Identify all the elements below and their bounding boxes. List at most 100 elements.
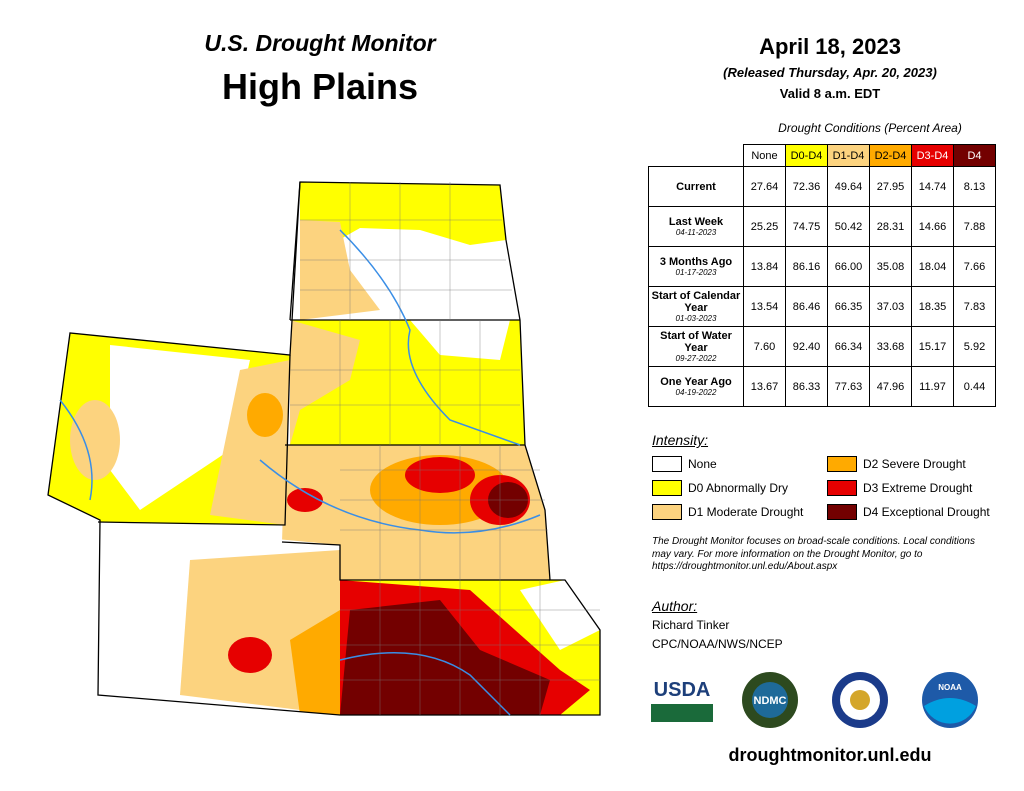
map-shape <box>228 637 272 673</box>
table-cell: 13.84 <box>743 246 786 287</box>
map-shape <box>290 182 600 715</box>
map-shape <box>651 704 713 722</box>
map-shape <box>410 320 510 360</box>
table-cell: 72.36 <box>785 166 828 207</box>
table-cell: 74.75 <box>785 206 828 247</box>
logo-text: USDA <box>654 679 711 701</box>
map-shape <box>70 400 120 480</box>
table-cell: 25.25 <box>743 206 786 247</box>
logo-text: NOAA <box>938 683 962 692</box>
table-cell: 66.00 <box>827 246 870 287</box>
legend-swatch <box>827 480 857 496</box>
note: The Drought Monitor focuses on broad-sca… <box>652 536 975 572</box>
table-row: Last Week 04-11-2023 25.25 74.75 50.42 28.31 1… <box>648 206 996 247</box>
table-cell: 35.08 <box>869 246 912 287</box>
table-cell: 47.96 <box>869 366 912 407</box>
table-cell: 77.63 <box>827 366 870 407</box>
subtitle: U.S. Drought Monitor <box>204 30 436 56</box>
table-cell: 8.13 <box>953 166 996 207</box>
map-shape <box>290 610 340 715</box>
map-shape <box>850 690 870 710</box>
table-cell: 13.54 <box>743 286 786 327</box>
table-cell: 15.17 <box>911 326 954 367</box>
corner <box>649 145 744 167</box>
legend-label: D2 Severe Drought <box>863 457 966 471</box>
row-name: 3 Months Ago <box>659 256 733 268</box>
row-name: One Year Ago <box>660 376 732 388</box>
table-cell: 13.67 <box>743 366 786 407</box>
table-row: Start of Water Year 09-27-2022 7.60 92.40 66… <box>648 326 996 367</box>
map-shape <box>110 345 250 510</box>
table-row: Start of Calendar Year 01-03-2023 13.54 86.… <box>648 286 996 327</box>
valid-time: Valid 8 a.m. EDT <box>779 86 881 101</box>
row-date: 04-11-2023 <box>675 228 717 237</box>
table-row: Current 27.64 72.36 49.64 27.95 14.74 8.13 <box>648 166 996 207</box>
column-header: None <box>743 144 786 167</box>
legend-label: D3 Extreme Drought <box>863 481 973 495</box>
column-header: D1-D4 <box>827 144 870 167</box>
map-shape <box>247 393 283 437</box>
table-cell: 0.44 <box>953 366 996 407</box>
legend-swatch <box>652 456 682 472</box>
map-shape <box>752 682 788 718</box>
legend-label: None <box>688 457 717 471</box>
row-date: 01-17-2023 <box>675 268 717 277</box>
row-name: Start of Water Year <box>660 330 732 354</box>
legend-label: D0 Abnormally Dry <box>688 481 789 495</box>
table-row: 3 Months Ago 01-17-2023 13.84 86.16 66.00 35.… <box>648 246 996 287</box>
map-shape <box>339 229 521 446</box>
header-row: None D0-D4 D1-D4 D2-D4 D3-D4 D4 <box>649 144 996 167</box>
legend-swatch <box>827 456 857 472</box>
row-label: One Year Ago 04-19-2022 <box>648 366 744 407</box>
author-name: Richard Tinker <box>652 618 730 632</box>
table-cell: 28.31 <box>869 206 912 247</box>
map-shape <box>48 182 600 715</box>
table-cell: 7.60 <box>743 326 786 367</box>
table-caption: Drought Conditions (Percent Area) <box>778 121 962 135</box>
map-shape <box>340 445 548 580</box>
table-cell: 18.04 <box>911 246 954 287</box>
map-shape <box>339 652 511 716</box>
row-date: 09-27-2022 <box>675 354 717 363</box>
table-cell: 27.64 <box>743 166 786 207</box>
table-cell: 27.95 <box>869 166 912 207</box>
row-label: Start of Calendar Year 01-03-2023 <box>648 286 744 327</box>
table-cell: 7.88 <box>953 206 996 247</box>
map <box>47 181 601 716</box>
table-cell: 49.64 <box>827 166 870 207</box>
table-cell: 86.33 <box>785 366 828 407</box>
table-cell: 37.03 <box>869 286 912 327</box>
legend-swatch <box>652 480 682 496</box>
table-cell: 92.40 <box>785 326 828 367</box>
map-shape <box>300 220 380 320</box>
logo-text: NDMC <box>754 695 787 707</box>
table-cell: 18.35 <box>911 286 954 327</box>
release-date: (Released Thursday, Apr. 20, 2023) <box>723 65 937 80</box>
table-cell: 14.74 <box>911 166 954 207</box>
table-cell: 7.83 <box>953 286 996 327</box>
row-name: Current <box>676 180 716 193</box>
row-name: Start of Calendar Year <box>651 290 741 314</box>
table-cell: 14.66 <box>911 206 954 247</box>
map-shape <box>59 399 93 501</box>
table-cell: 50.42 <box>827 206 870 247</box>
legend-swatch <box>827 504 857 520</box>
table-cell: 33.68 <box>869 326 912 367</box>
table-cell: 66.34 <box>827 326 870 367</box>
map-shape <box>340 580 600 715</box>
table-cell: 86.46 <box>785 286 828 327</box>
table-cell: 5.92 <box>953 326 996 367</box>
column-header: D4 <box>953 144 996 167</box>
row-label: Last Week 04-11-2023 <box>648 206 744 247</box>
title: High Plains <box>221 66 419 107</box>
map-shape <box>47 181 601 716</box>
map-shape <box>300 182 512 320</box>
map-shape <box>924 698 976 724</box>
conditions-table: None D0-D4 D1-D4 D2-D4 D3-D4 D4 Current 27.64 72… <box>648 144 996 407</box>
map-date: April 18, 2023 <box>759 34 901 59</box>
column-header: D0-D4 <box>785 144 828 167</box>
logos: USDA NDMC NOAA <box>651 672 978 728</box>
row-label: Start of Water Year 09-27-2022 <box>648 326 744 367</box>
table-cell: 86.16 <box>785 246 828 287</box>
